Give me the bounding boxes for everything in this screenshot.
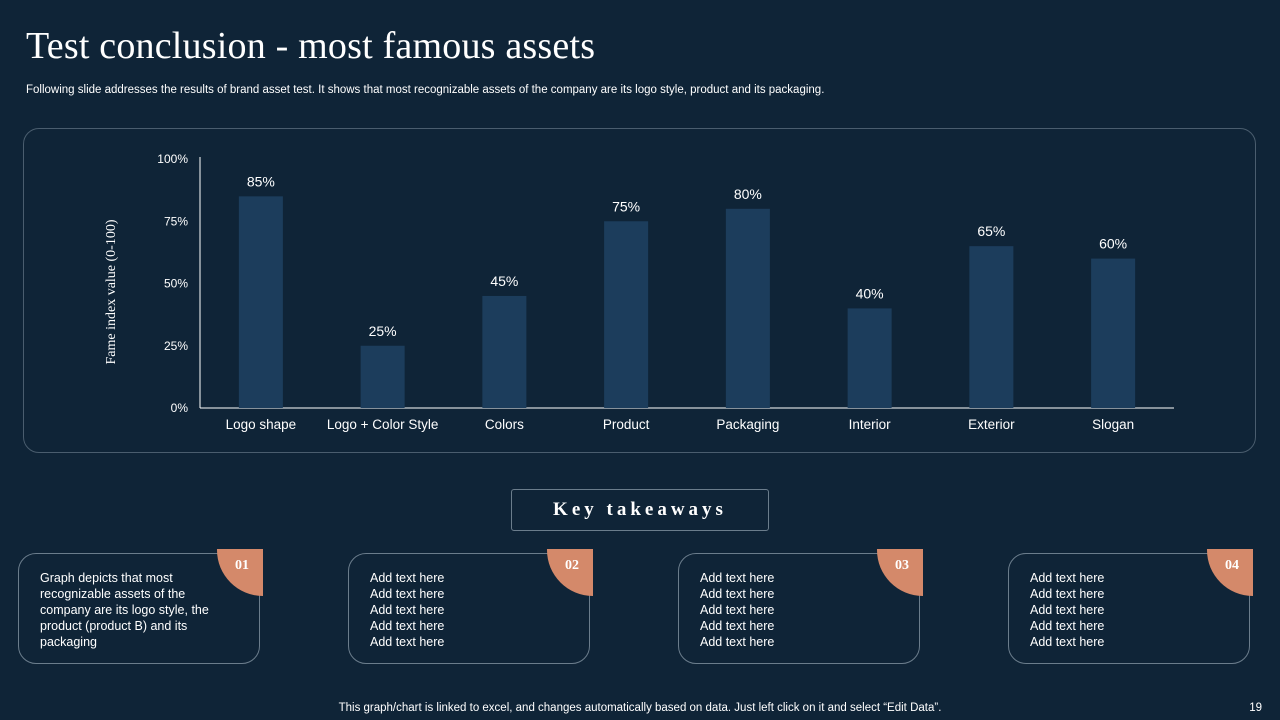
- bar-data-label: 45%: [490, 273, 518, 289]
- takeaway-badge-4: 04: [1207, 549, 1253, 596]
- x-tick-label: Slogan: [1092, 417, 1134, 432]
- takeaway-card-3: Add text here Add text here Add text her…: [678, 549, 923, 664]
- bar-data-label: 65%: [977, 223, 1005, 239]
- bar-data-label: 80%: [734, 186, 762, 202]
- bar-data-label: 25%: [369, 323, 397, 339]
- bar: [847, 308, 892, 408]
- key-takeaways-heading: Key takeaways: [511, 489, 769, 531]
- takeaway-card-2: Add text here Add text here Add text her…: [348, 549, 593, 664]
- chart-panel[interactable]: 0% 25% 50% 75% 100% 85% Logo shape 25% Logo + Co…: [23, 128, 1256, 453]
- bar: [725, 208, 770, 408]
- bar: [1091, 258, 1136, 408]
- bar: [238, 196, 283, 408]
- takeaway-card-4: Add text here Add text here Add text her…: [1008, 549, 1253, 664]
- bar-data-label: 60%: [1099, 236, 1127, 252]
- takeaway-badge-1: 01: [217, 549, 263, 596]
- y-tick-label: 75%: [164, 214, 188, 228]
- y-axis-label: Fame index value (0-100): [104, 219, 119, 365]
- takeaway-card-1: Graph depicts that most recognizable ass…: [18, 549, 263, 664]
- page-number: 19: [1249, 702, 1262, 714]
- x-tick-label: Exterior: [968, 417, 1015, 432]
- bar-chart[interactable]: 0% 25% 50% 75% 100% 85% Logo shape 25% Logo + Co…: [24, 129, 1257, 454]
- x-tick-label: Logo + Color Style: [327, 417, 438, 432]
- bar: [360, 345, 405, 408]
- bar: [604, 221, 649, 408]
- y-tick-label: 50%: [164, 277, 188, 291]
- x-tick-label: Colors: [485, 417, 524, 432]
- takeaway-text-3: Add text here Add text here Add text her…: [700, 571, 775, 649]
- y-tick-label: 100%: [157, 152, 188, 166]
- x-tick-label: Product: [603, 417, 650, 432]
- bar: [969, 246, 1014, 408]
- bar: [482, 295, 527, 408]
- y-tick-label: 0%: [171, 401, 189, 415]
- y-tick-label: 25%: [164, 339, 188, 353]
- takeaway-text-2: Add text here Add text here Add text her…: [370, 571, 445, 649]
- x-tick-label: Logo shape: [226, 417, 297, 432]
- page-subtitle: Following slide addresses the results of…: [26, 84, 825, 96]
- x-tick-label: Packaging: [716, 417, 779, 432]
- takeaway-badge-3: 03: [877, 549, 923, 596]
- bar-data-label: 85%: [247, 173, 275, 189]
- bar-data-label: 75%: [612, 198, 640, 214]
- footer-note: This graph/chart is linked to excel, and…: [338, 702, 942, 714]
- page-title: Test conclusion - most famous assets: [26, 25, 596, 67]
- takeaway-badge-2: 02: [547, 549, 593, 596]
- x-tick-label: Interior: [849, 417, 892, 432]
- bar-data-label: 40%: [856, 285, 884, 301]
- takeaway-text-1: Graph depicts that most recognizable ass…: [40, 571, 209, 649]
- takeaway-text-4: Add text here Add text here Add text her…: [1030, 571, 1105, 649]
